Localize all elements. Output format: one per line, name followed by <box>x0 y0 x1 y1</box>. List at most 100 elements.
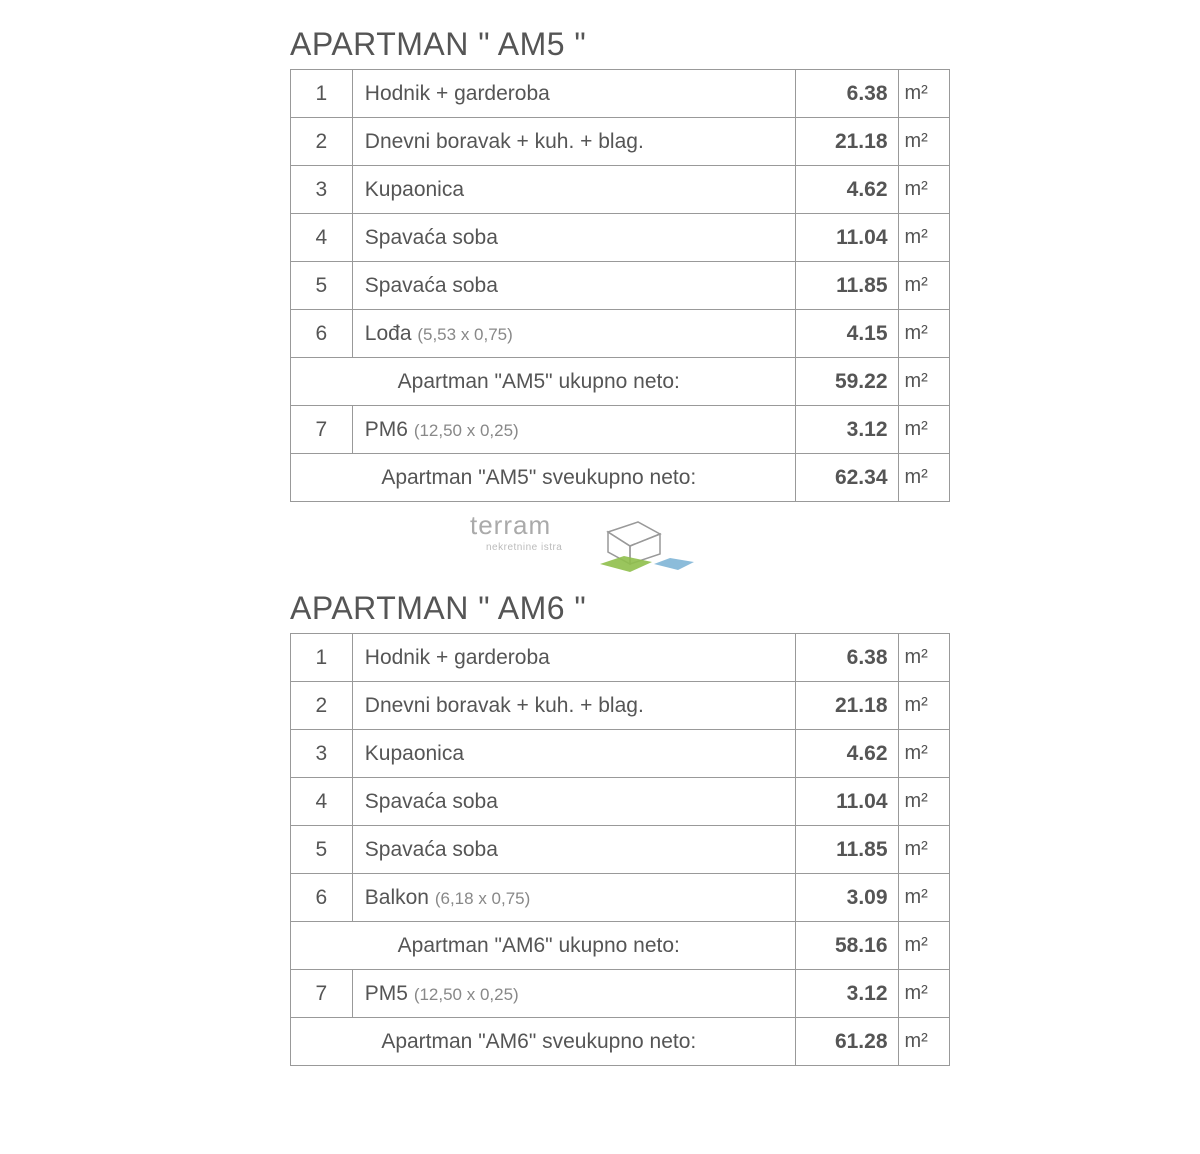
summary-area: 59.22 <box>795 358 898 406</box>
row-desc: PM5 (12,50 x 0,25) <box>352 970 795 1018</box>
row-unit: m² <box>898 70 949 118</box>
row-desc: Hodnik + garderoba <box>352 634 795 682</box>
row-desc: PM6 (12,50 x 0,25) <box>352 406 795 454</box>
summary-desc: Apartman "AM5" sveukupno neto: <box>291 454 796 502</box>
row-unit: m² <box>898 874 949 922</box>
row-number: 2 <box>291 118 353 166</box>
summary-unit: m² <box>898 454 949 502</box>
row-area: 3.12 <box>795 970 898 1018</box>
row-unit: m² <box>898 970 949 1018</box>
row-desc: Balkon (6,18 x 0,75) <box>352 874 795 922</box>
row-unit: m² <box>898 406 949 454</box>
table-row: 4 Spavaća soba 11.04 m² <box>291 214 950 262</box>
cube-icon <box>590 514 710 584</box>
row-number: 6 <box>291 874 353 922</box>
table-row-summary: Apartman "AM5" sveukupno neto: 62.34 m² <box>291 454 950 502</box>
row-note: (5,53 x 0,75) <box>417 325 512 344</box>
row-area: 6.38 <box>795 634 898 682</box>
table-row: 3 Kupaonica 4.62 m² <box>291 166 950 214</box>
row-number: 1 <box>291 70 353 118</box>
summary-desc: Apartman "AM6" ukupno neto: <box>291 922 796 970</box>
row-area: 4.62 <box>795 730 898 778</box>
summary-area: 58.16 <box>795 922 898 970</box>
summary-unit: m² <box>898 922 949 970</box>
summary-area: 61.28 <box>795 1018 898 1066</box>
apartment-title-am5: APARTMAN " AM5 " <box>290 26 950 63</box>
table-row: 6 Lođa (5,53 x 0,75) 4.15 m² <box>291 310 950 358</box>
row-unit: m² <box>898 310 949 358</box>
apartment-table-am6: 1 Hodnik + garderoba 6.38 m² 2 Dnevni bo… <box>290 633 950 1066</box>
row-unit: m² <box>898 826 949 874</box>
row-number: 3 <box>291 730 353 778</box>
row-desc: Hodnik + garderoba <box>352 70 795 118</box>
row-unit: m² <box>898 262 949 310</box>
row-number: 6 <box>291 310 353 358</box>
row-desc-text: Balkon <box>365 886 429 909</box>
table-row: 3 Kupaonica 4.62 m² <box>291 730 950 778</box>
row-number: 7 <box>291 406 353 454</box>
row-area: 3.12 <box>795 406 898 454</box>
table-row: 2 Dnevni boravak + kuh. + blag. 21.18 m² <box>291 682 950 730</box>
watermark-subtext: nekretnine istra <box>486 542 562 553</box>
table-row: 1 Hodnik + garderoba 6.38 m² <box>291 70 950 118</box>
table-row: 4 Spavaća soba 11.04 m² <box>291 778 950 826</box>
summary-desc: Apartman "AM5" ukupno neto: <box>291 358 796 406</box>
summary-unit: m² <box>898 358 949 406</box>
summary-desc: Apartman "AM6" sveukupno neto: <box>291 1018 796 1066</box>
table-row-summary: Apartman "AM6" sveukupno neto: 61.28 m² <box>291 1018 950 1066</box>
row-unit: m² <box>898 166 949 214</box>
row-note: (12,50 x 0,25) <box>414 985 519 1004</box>
page-container: APARTMAN " AM5 " 1 Hodnik + garderoba 6.… <box>290 26 950 1066</box>
row-note: (12,50 x 0,25) <box>414 421 519 440</box>
watermark-text: terram <box>470 510 551 541</box>
row-area: 4.62 <box>795 166 898 214</box>
row-desc: Spavaća soba <box>352 214 795 262</box>
row-desc: Spavaća soba <box>352 778 795 826</box>
table-row: 7 PM6 (12,50 x 0,25) 3.12 m² <box>291 406 950 454</box>
summary-unit: m² <box>898 1018 949 1066</box>
row-number: 7 <box>291 970 353 1018</box>
row-area: 21.18 <box>795 118 898 166</box>
row-area: 11.85 <box>795 826 898 874</box>
row-number: 1 <box>291 634 353 682</box>
watermark-region: terram nekretnine istra <box>290 502 950 590</box>
row-number: 5 <box>291 262 353 310</box>
summary-area: 62.34 <box>795 454 898 502</box>
row-number: 3 <box>291 166 353 214</box>
row-unit: m² <box>898 778 949 826</box>
row-desc: Spavaća soba <box>352 826 795 874</box>
row-area: 11.04 <box>795 214 898 262</box>
row-unit: m² <box>898 118 949 166</box>
row-note: (6,18 x 0,75) <box>435 889 530 908</box>
row-desc: Dnevni boravak + kuh. + blag. <box>352 118 795 166</box>
row-number: 4 <box>291 214 353 262</box>
row-area: 6.38 <box>795 70 898 118</box>
row-unit: m² <box>898 730 949 778</box>
row-number: 5 <box>291 826 353 874</box>
row-desc-text: PM5 <box>365 982 408 1005</box>
row-number: 2 <box>291 682 353 730</box>
row-desc: Kupaonica <box>352 166 795 214</box>
row-desc: Lođa (5,53 x 0,75) <box>352 310 795 358</box>
row-desc: Kupaonica <box>352 730 795 778</box>
apartment-title-am6: APARTMAN " AM6 " <box>290 590 950 627</box>
row-unit: m² <box>898 682 949 730</box>
row-area: 11.04 <box>795 778 898 826</box>
table-row: 7 PM5 (12,50 x 0,25) 3.12 m² <box>291 970 950 1018</box>
row-desc-text: PM6 <box>365 418 408 441</box>
table-row: 2 Dnevni boravak + kuh. + blag. 21.18 m² <box>291 118 950 166</box>
row-unit: m² <box>898 634 949 682</box>
row-area: 11.85 <box>795 262 898 310</box>
apartment-table-am5: 1 Hodnik + garderoba 6.38 m² 2 Dnevni bo… <box>290 69 950 502</box>
table-row-summary: Apartman "AM6" ukupno neto: 58.16 m² <box>291 922 950 970</box>
table-row: 5 Spavaća soba 11.85 m² <box>291 826 950 874</box>
row-area: 3.09 <box>795 874 898 922</box>
table-row: 5 Spavaća soba 11.85 m² <box>291 262 950 310</box>
row-desc: Spavaća soba <box>352 262 795 310</box>
row-unit: m² <box>898 214 949 262</box>
table-row-summary: Apartman "AM5" ukupno neto: 59.22 m² <box>291 358 950 406</box>
row-area: 21.18 <box>795 682 898 730</box>
table-row: 1 Hodnik + garderoba 6.38 m² <box>291 634 950 682</box>
row-number: 4 <box>291 778 353 826</box>
row-area: 4.15 <box>795 310 898 358</box>
